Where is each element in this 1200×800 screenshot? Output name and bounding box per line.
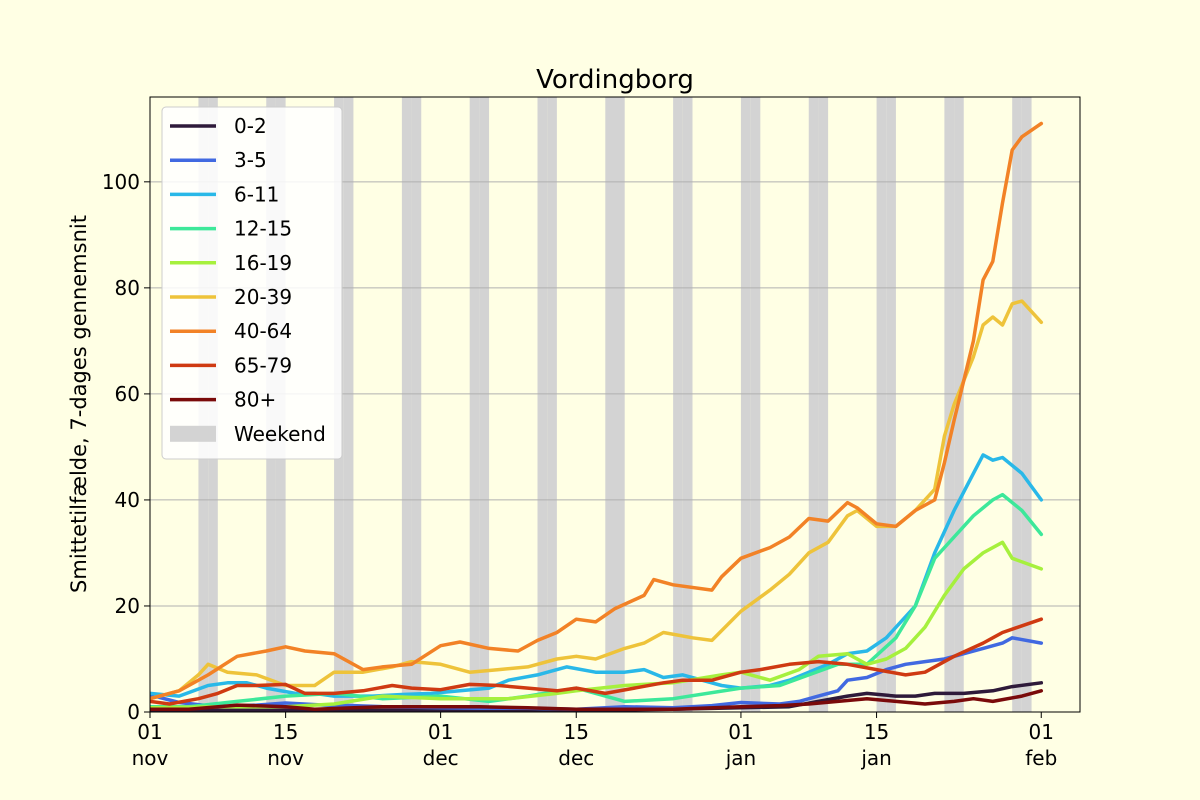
weekend-band — [537, 97, 548, 712]
x-tick-label-month: feb — [1025, 746, 1057, 770]
weekend-band — [750, 97, 761, 712]
weekend-band — [615, 97, 625, 712]
legend-swatch-weekend — [170, 425, 216, 442]
y-tick-label: 100 — [102, 170, 140, 194]
legend-label: 40-64 — [234, 319, 292, 343]
weekend-band — [673, 97, 683, 712]
y-tick-label: 0 — [127, 700, 140, 724]
x-tick-label: 01 — [137, 720, 162, 744]
series-line-20-39 — [150, 299, 1044, 701]
series-line-0-2 — [150, 681, 1044, 712]
legend-label: 6-11 — [234, 182, 279, 206]
series-line-65-79 — [150, 617, 1044, 706]
x-tick-label-month: dec — [423, 746, 459, 770]
legend-label: 3-5 — [234, 148, 267, 172]
legend-label: 20-39 — [234, 285, 292, 309]
weekend-band — [682, 97, 693, 712]
x-tick-label: 01 — [1029, 720, 1054, 744]
x-tick-label: 01 — [728, 720, 753, 744]
weekend-band — [1021, 97, 1032, 712]
legend: 0-2 3-5 6-11 12-15 16-19 20-39 40-64 65-79 80+ We… — [161, 106, 343, 460]
series-line-40-64 — [150, 121, 1044, 701]
x-tick-label: 15 — [564, 720, 589, 744]
weekend-band — [343, 97, 354, 712]
weekend-band — [547, 97, 557, 712]
x-tick-label-month: jan — [725, 746, 757, 770]
x-tick-label-month: nov — [132, 746, 169, 770]
legend-label: 0-2 — [234, 114, 267, 138]
x-tick-label: 15 — [273, 720, 298, 744]
weekend-band — [1012, 97, 1022, 712]
x-tick-label-month: nov — [267, 746, 304, 770]
weekend-band — [886, 97, 896, 712]
y-axis-label: Smittetilfælde, 7-dages gennemsnit — [67, 215, 91, 593]
weekend-band — [411, 97, 422, 712]
legend-label: 12-15 — [234, 217, 292, 241]
series-line-16-19 — [150, 540, 1044, 710]
y-tick-label: 80 — [115, 276, 140, 300]
series-line-80+ — [150, 689, 1044, 712]
y-tick-label: 20 — [115, 594, 140, 618]
x-tick-label: 15 — [864, 720, 889, 744]
legend-label: 65-79 — [234, 353, 292, 377]
legend-label: 16-19 — [234, 251, 292, 275]
weekend-band — [876, 97, 887, 712]
x-tick-label-month: jan — [860, 746, 892, 770]
weekend-band — [401, 97, 412, 712]
weekend-band — [740, 97, 751, 712]
weekend-band — [944, 97, 955, 712]
x-tick-label: 01 — [428, 720, 453, 744]
y-tick-label: 40 — [115, 488, 140, 512]
weekend-band — [469, 97, 480, 712]
x-tick-label-month: dec — [558, 746, 594, 770]
weekend-band — [808, 97, 819, 712]
y-tick-label: 60 — [115, 382, 140, 406]
legend-label-weekend: Weekend — [234, 422, 326, 446]
axes-frame — [149, 96, 1081, 713]
weekend-band — [818, 97, 829, 712]
weekend-band — [479, 97, 490, 712]
weekend-band — [605, 97, 615, 712]
legend-label: 80+ — [234, 388, 276, 412]
chart-title: Vordingborg — [536, 65, 694, 95]
